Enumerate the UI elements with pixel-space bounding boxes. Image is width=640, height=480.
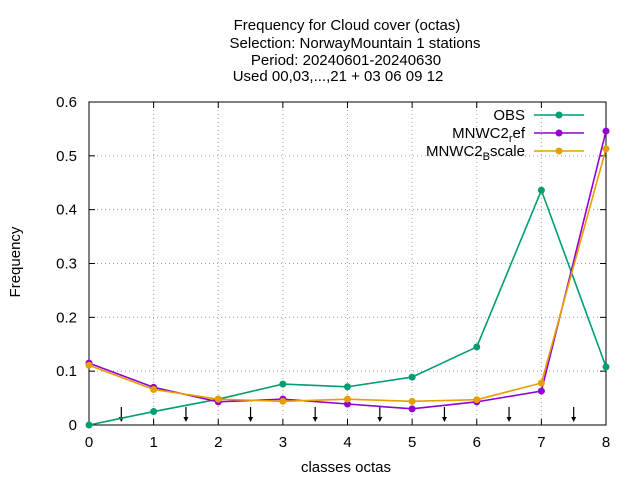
data-point	[408, 405, 416, 413]
title-line-4: Used 00,03,...,21 + 03 06 09 12	[233, 68, 444, 85]
series-mnwc2-bscale	[85, 145, 610, 405]
legend-entry: MNWC2Bscale	[426, 143, 584, 163]
data-point	[473, 396, 481, 404]
data-point	[344, 383, 351, 391]
legend-marker	[555, 147, 563, 155]
data-point	[537, 379, 545, 387]
data-point	[279, 397, 287, 405]
data-point	[150, 385, 158, 393]
legend-marker	[555, 111, 563, 119]
plot-border	[88, 101, 607, 426]
x-tick-label: 1	[149, 434, 157, 451]
title-line-2: Selection: NorwayMountain 1 stations	[230, 35, 481, 52]
x-tick-label: 2	[214, 434, 222, 451]
data-series	[85, 127, 610, 429]
legend-label: MNWC2ref	[452, 125, 526, 145]
y-tick-label: 0.3	[56, 256, 77, 273]
x-tick-label: 7	[537, 434, 545, 451]
data-point	[344, 395, 351, 403]
class-boundary-arrows	[118, 407, 577, 422]
axes	[88, 101, 607, 426]
x-tick-label: 0	[85, 434, 93, 451]
legend-marker	[555, 129, 563, 137]
boundary-arrow	[377, 407, 383, 422]
y-tick-label: 0.2	[56, 309, 77, 326]
data-point	[408, 397, 416, 405]
legend-label: OBS	[493, 107, 525, 124]
boundary-arrow	[312, 407, 318, 422]
legend-entry: MNWC2ref	[452, 125, 584, 145]
chart-title: Frequency for Cloud cover (octas) Select…	[230, 17, 481, 85]
title-line-3: Period: 20240601-20240630	[251, 52, 441, 69]
x-tick-label: 4	[343, 434, 351, 451]
boundary-arrow	[441, 407, 447, 422]
y-tick-label: 0	[69, 417, 77, 434]
y-tick-label: 0.6	[56, 94, 77, 111]
x-tick-label: 6	[473, 434, 481, 451]
data-point	[537, 186, 545, 194]
data-point	[85, 361, 93, 369]
boundary-arrow	[118, 407, 124, 422]
data-point	[150, 408, 158, 416]
data-point	[602, 145, 610, 153]
legend-label: MNWC2Bscale	[426, 143, 525, 163]
x-tick-label: 5	[408, 434, 416, 451]
data-point	[85, 421, 93, 429]
x-axis-label: classes octas	[301, 459, 391, 476]
data-point	[344, 400, 351, 408]
boundary-arrow	[506, 407, 512, 422]
title-line-1: Frequency for Cloud cover (octas)	[234, 17, 461, 34]
data-point	[279, 380, 287, 388]
tick-labels: 0 1 2 3 4 5 6 7 8 0 0.1 0.2 0.3 0.4 0.5 0.6	[56, 94, 610, 451]
data-point	[473, 343, 481, 351]
y-tick-label: 0.4	[56, 202, 77, 219]
boundary-arrow	[248, 407, 254, 422]
data-point	[537, 387, 545, 395]
legend-entry: OBS	[493, 107, 584, 124]
data-point	[214, 395, 222, 403]
grid	[89, 102, 606, 425]
series-line-mnwc2-ref	[88, 130, 607, 410]
y-axis-label: Frequency	[7, 226, 24, 297]
data-point	[408, 373, 416, 381]
boundary-arrow	[183, 407, 189, 422]
y-tick-label: 0.1	[56, 363, 77, 380]
boundary-arrow	[571, 407, 577, 422]
x-tick-label: 8	[602, 434, 610, 451]
data-point	[602, 127, 610, 135]
x-tick-label: 3	[279, 434, 287, 451]
series-obs	[85, 186, 610, 429]
data-point	[602, 363, 610, 371]
y-tick-label: 0.5	[56, 148, 77, 165]
